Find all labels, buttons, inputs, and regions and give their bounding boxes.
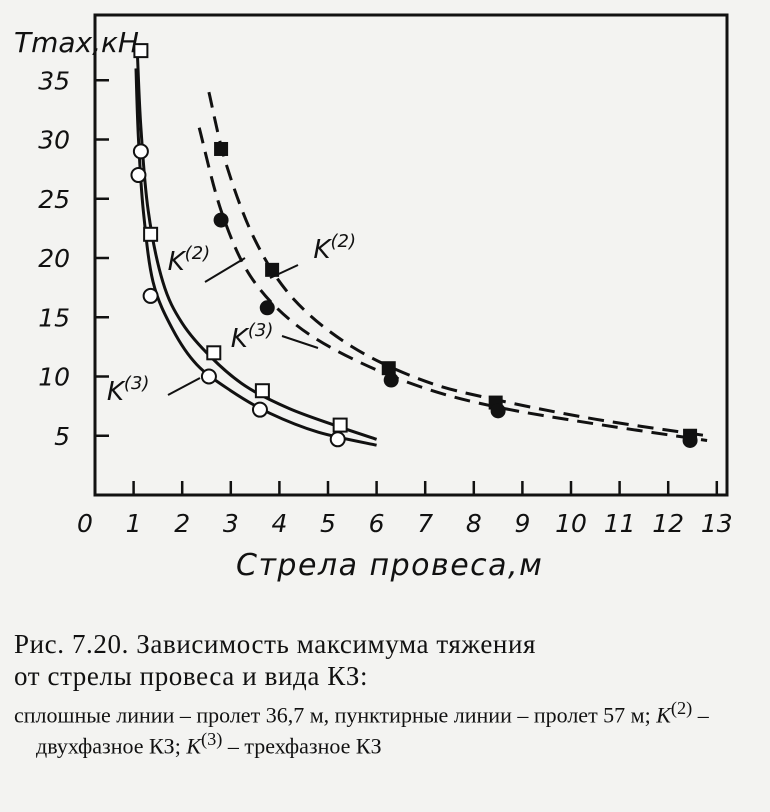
data-point-open-square [133,43,149,59]
y-tick-label: 30 [38,126,70,155]
data-point-open-circle [200,368,217,385]
y-tick-label: 15 [38,303,70,332]
curve-label: K(3) [107,373,150,407]
caption-k2-sup: (2) [670,698,693,718]
curve-label: K(2) [313,231,356,265]
curve-label: K(3) [231,320,274,354]
caption-k3-sup: (3) [201,729,223,750]
x-tick-label: 0 [77,509,93,538]
caption-desc-part3: – трехфазное КЗ [222,733,382,759]
x-tick-label: 9 [514,509,530,538]
x-tick-label: 13 [701,509,733,538]
curve-label: K(2) [168,243,211,277]
data-point-open-square [143,226,159,242]
y-axis-label: Tmax,кН [14,26,139,59]
data-point-open-circle [251,401,268,418]
y-tick-label: 20 [38,244,70,273]
data-point-open-circle [132,143,149,160]
data-point-open-circle [130,167,147,184]
data-point-filled-circle [213,212,229,228]
x-tick-label: 1 [126,509,142,538]
data-point-open-square [332,417,348,433]
data-point-filled-square [381,361,396,376]
plot-frame [93,13,729,497]
curve-label-superscript: (3) [124,373,149,394]
caption-k2-symbol: K [656,702,671,728]
y-tick-label: 35 [38,66,70,95]
data-point-filled-square [265,262,280,277]
curve-label-symbol: K [313,235,332,265]
x-tick-label: 12 [652,509,684,538]
x-tick-label: 8 [466,509,482,538]
x-tick-label: 11 [604,509,636,538]
x-tick-label: 4 [271,509,287,538]
x-tick-label: 7 [417,509,433,538]
caption-description: сплошные линии – пролет 36,7 м, пунктирн… [14,696,760,759]
caption-title-line1: Рис. 7.20. Зависимость максимума тяжения [14,629,537,659]
curve-label-symbol: K [168,247,187,277]
label-leader-line [281,335,319,349]
data-point-open-square [254,383,270,399]
curve-label-symbol: K [107,377,126,407]
caption-title-line2: от стрелы провеса и вида КЗ: [14,661,369,691]
x-tick-label: 6 [369,509,385,538]
curve-label-superscript: (2) [185,243,211,264]
data-point-open-square [206,345,222,361]
caption-k3-symbol: K [186,733,202,759]
data-point-filled-circle [682,432,698,448]
curve-label-superscript: (2) [330,231,356,252]
series-line-2 [134,68,377,447]
series-line-3 [207,91,708,438]
data-point-filled-circle [490,403,506,419]
y-tick-label: 25 [38,185,70,214]
label-leader-line [269,264,299,279]
y-tick-label: 5 [54,422,70,451]
caption-desc-part1: сплошные линии – пролет 36,7 м, пунктирн… [14,702,657,728]
curve-label-superscript: (3) [248,320,273,341]
x-tick-label: 2 [174,509,190,538]
label-leader-line [204,257,246,283]
data-point-open-circle [142,287,159,304]
x-axis-label: Стрела провеса,м [236,548,543,583]
curve-label-symbol: K [231,324,250,354]
y-tick-label: 10 [38,363,70,392]
label-leader-line [167,377,201,396]
x-tick-label: 10 [555,509,587,538]
x-tick-label: 3 [223,509,239,538]
data-point-open-circle [329,431,346,448]
series-line-4 [197,127,708,442]
data-point-filled-circle [383,372,399,388]
chart: 0 1 2 3 4 5 6 7 8 9 10 11 12 135101520253035Tmax,кНСт… [14,13,733,583]
caption-desc-part2: – двухфазное КЗ; [36,702,709,759]
data-point-filled-circle [259,300,275,316]
data-point-filled-square [214,141,229,156]
figure-caption: Рис. 7.20. Зависимость максимума тяжения… [14,628,760,759]
x-tick-label: 5 [320,509,336,538]
